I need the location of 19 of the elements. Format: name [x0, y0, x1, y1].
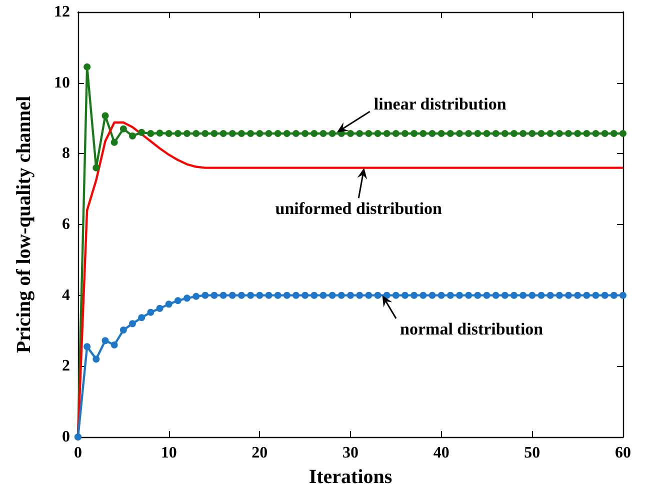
- x-tick-label: 40: [433, 444, 450, 462]
- y-tick-label: 6: [62, 216, 70, 233]
- y-tick-label: 10: [54, 74, 70, 92]
- x-tick-label: 10: [160, 444, 177, 462]
- annotation: linear distribution: [374, 94, 507, 114]
- y-tick-label: 8: [62, 145, 70, 162]
- x-axis-title: Iterations: [308, 466, 392, 488]
- y-tick-label: 4: [62, 286, 70, 304]
- x-tick-label: 30: [342, 444, 358, 462]
- annotation: uniformed distribution: [275, 199, 443, 218]
- x-tick-label: 0: [74, 444, 82, 462]
- annotation: normal distribution: [400, 319, 544, 338]
- y-axis-title: Pricing of low-quality channel: [13, 95, 35, 354]
- y-tick-label: 12: [54, 4, 70, 20]
- y-tick-label: 0: [62, 428, 70, 446]
- x-tick-label: 20: [252, 444, 268, 462]
- x-tick-label: 50: [524, 444, 540, 462]
- x-tick-label: 60: [615, 444, 631, 462]
- y-tick-label: 2: [62, 358, 70, 375]
